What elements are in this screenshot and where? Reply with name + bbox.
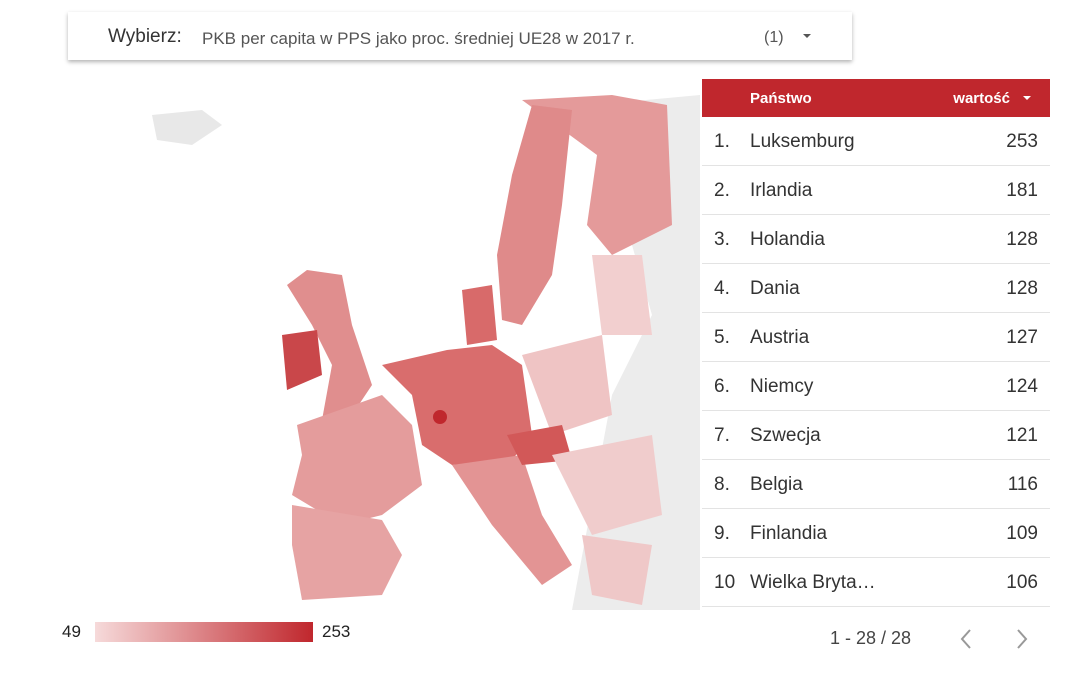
prev-page[interactable] (960, 629, 971, 649)
table-row: 10 Wielka Bryta… 106 (702, 558, 1050, 607)
rank: 8. (714, 474, 730, 495)
value: 253 (1006, 131, 1038, 152)
sort-icon (1023, 96, 1031, 100)
pagination: 1 - 28 / 28 (830, 628, 912, 648)
value: 109 (1006, 523, 1038, 544)
rank: 4. (714, 278, 730, 299)
value: 127 (1006, 327, 1038, 348)
selector-label: Wybierz: (108, 26, 182, 47)
legend-max: 253 (322, 622, 351, 641)
selector-count: (1) (764, 29, 784, 46)
map-region[interactable] (433, 410, 447, 424)
country: Wielka Bryta… (750, 572, 876, 593)
country: Luksemburg (750, 131, 855, 152)
table-row: 3. Holandia 128 (702, 215, 1050, 264)
rank: 6. (714, 376, 730, 397)
table-row: 6. Niemcy 124 (702, 362, 1050, 411)
table-row: 2. Irlandia 181 (702, 166, 1050, 215)
table-header: Państwo wartość (702, 79, 1050, 117)
rank: 1. (714, 131, 730, 152)
country: Belgia (750, 474, 803, 495)
column-header[interactable]: wartość (953, 90, 1010, 107)
rank: 7. (714, 425, 730, 446)
country: Dania (750, 278, 800, 299)
table-row: 4. Dania 128 (702, 264, 1050, 313)
country: Szwecja (750, 425, 821, 446)
legend-min: 49 (62, 622, 81, 641)
map (152, 95, 700, 610)
selector[interactable]: Wybierz: PKB per capita w PPS jako proc.… (68, 12, 852, 60)
pager-arrows (960, 629, 1028, 649)
value: 181 (1006, 180, 1038, 201)
country: Irlandia (750, 180, 813, 201)
dropdown-icon (803, 34, 811, 38)
table-row: 7. Szwecja 121 (702, 411, 1050, 460)
value: 116 (1007, 474, 1038, 495)
value: 128 (1006, 229, 1038, 250)
table-row: 1. Luksemburg 253 (702, 117, 1050, 166)
table-row: 8. Belgia 116 (702, 460, 1050, 509)
rank: 3. (714, 229, 730, 250)
rank: 9. (714, 523, 730, 544)
rank: 10 (714, 572, 736, 593)
table-body: 1. Luksemburg 253 2. Irlandia 181 3. Holandia 12… (702, 117, 1050, 607)
country: Holandia (750, 229, 825, 250)
rank: 5. (714, 327, 730, 348)
legend-gradient (95, 622, 313, 642)
table: Państwo wartość 1. Luksemburg 253 2. Irlandi… (702, 79, 1050, 607)
table-row: 9. Finlandia 109 (702, 509, 1050, 558)
country: Austria (750, 327, 810, 348)
value: 121 (1006, 425, 1038, 446)
table-row: 5. Austria 127 (702, 313, 1050, 362)
column-header[interactable]: Państwo (750, 90, 812, 107)
selector-text: PKB per capita w PPS jako proc. średniej… (202, 29, 635, 48)
rank: 2. (714, 180, 730, 201)
country: Finlandia (750, 523, 828, 544)
value: 106 (1006, 572, 1038, 593)
value: 128 (1006, 278, 1038, 299)
next-page[interactable] (1017, 629, 1028, 649)
country: Niemcy (750, 376, 814, 397)
value: 124 (1006, 376, 1038, 397)
